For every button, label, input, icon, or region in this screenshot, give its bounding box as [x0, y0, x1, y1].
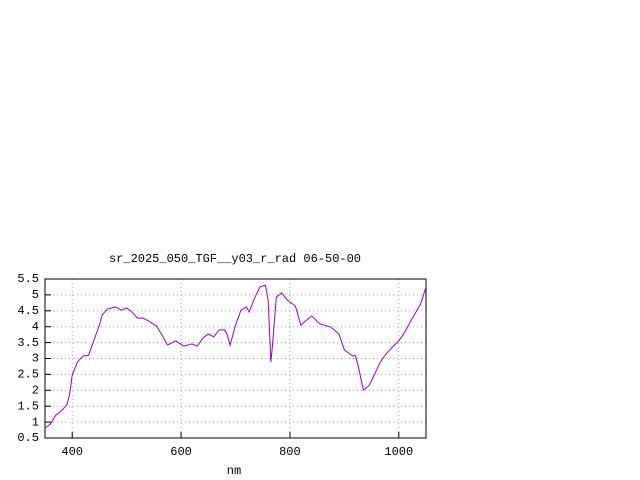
y-tick-label: 3 [32, 352, 39, 366]
x-tick-label: 400 [61, 445, 83, 459]
x-tick-label: 600 [170, 445, 192, 459]
y-tick-label: 2.5 [17, 368, 39, 382]
chart-title: sr_2025_050_TGF__y03_r_rad 06-50-00 [109, 252, 361, 266]
y-tick-label: 4.5 [17, 304, 39, 318]
y-tick-label: 2 [32, 383, 39, 397]
x-tick-label: 1000 [384, 445, 413, 459]
x-axis-label: nm [227, 464, 241, 478]
y-tick-label: 1 [32, 415, 39, 429]
y-tick-label: 1.5 [17, 399, 39, 413]
y-tick-label: 0.5 [17, 431, 39, 445]
y-tick-label: 3.5 [17, 336, 39, 350]
y-tick-label: 5 [32, 288, 39, 302]
x-tick-label: 800 [279, 445, 301, 459]
y-tick-label: 4 [32, 320, 39, 334]
data-line [44, 284, 427, 429]
y-tick-label: 5.5 [17, 272, 39, 286]
plot-frame [44, 278, 427, 439]
